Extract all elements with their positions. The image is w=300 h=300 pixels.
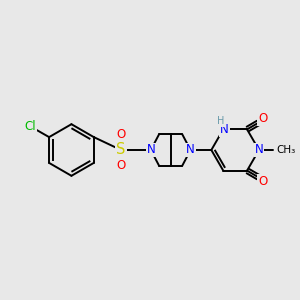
Text: N: N xyxy=(255,143,263,157)
Text: N: N xyxy=(146,143,155,157)
Text: N: N xyxy=(220,123,229,136)
Text: H: H xyxy=(217,116,224,126)
Text: O: O xyxy=(258,112,268,125)
Text: CH₃: CH₃ xyxy=(277,145,296,155)
Text: O: O xyxy=(116,128,126,141)
Text: O: O xyxy=(116,159,126,172)
Text: S: S xyxy=(116,142,126,158)
Text: N: N xyxy=(186,143,195,157)
Text: Cl: Cl xyxy=(24,120,36,133)
Text: O: O xyxy=(258,175,268,188)
